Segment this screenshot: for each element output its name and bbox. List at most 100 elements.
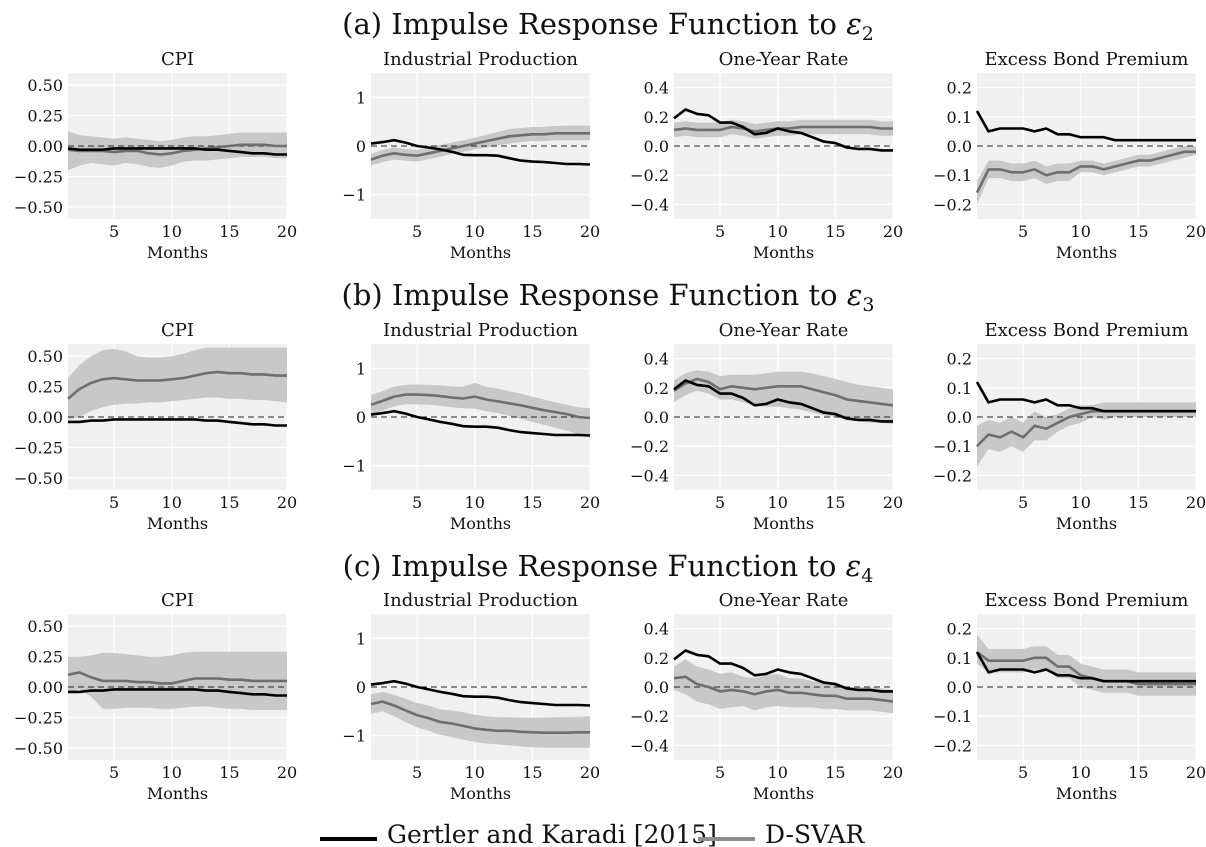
y-tick-label: 0 bbox=[356, 137, 366, 156]
gertler-karadi-line bbox=[975, 110, 1196, 142]
y-tick-label: 0.0 bbox=[947, 408, 972, 427]
panel: 5 10 15 20 0.4 0.2 0.0 −0.2 −0.4 One-Year Rate Mon… bbox=[630, 590, 903, 803]
x-tick-label: 20 bbox=[277, 493, 297, 512]
x-tick-label: 20 bbox=[580, 493, 600, 512]
row-title-symbol: ε bbox=[846, 7, 862, 41]
x-tick-label: 10 bbox=[465, 493, 485, 512]
panel: 5 10 15 20 0.50 0.25 0.00 −0.25 −0.50 CPI Months bbox=[14, 49, 297, 262]
x-tick-label: 20 bbox=[580, 222, 600, 241]
gertler-karadi-line bbox=[370, 409, 591, 437]
x-tick-label: 10 bbox=[768, 222, 788, 241]
x-axis-label: Months bbox=[753, 784, 814, 803]
x-tick-label: 5 bbox=[1018, 222, 1028, 241]
x-tick-label: 5 bbox=[715, 763, 725, 782]
row-title: (c) Impulse Response Function to ε4 bbox=[343, 549, 874, 587]
y-tick-label: 0.2 bbox=[947, 79, 972, 98]
y-tick-label: 0.2 bbox=[644, 379, 669, 398]
panel: 5 10 15 20 0.50 0.25 0.00 −0.25 −0.50 CPI Months bbox=[14, 590, 297, 803]
y-tick-label: 0.50 bbox=[27, 347, 63, 366]
x-tick-label: 20 bbox=[1186, 763, 1206, 782]
y-tick-label: 0 bbox=[356, 678, 366, 697]
panel-title: One-Year Rate bbox=[719, 49, 849, 70]
y-tick-label: −0.25 bbox=[14, 167, 63, 186]
dsvar-line bbox=[976, 650, 1196, 686]
x-tick-label: 5 bbox=[109, 493, 119, 512]
x-tick-label: 10 bbox=[162, 493, 182, 512]
x-axis-label: Months bbox=[147, 243, 208, 262]
row-title-text: (a) Impulse Response Function to bbox=[342, 7, 846, 41]
x-tick-label: 15 bbox=[522, 493, 542, 512]
y-tick-label: 0.2 bbox=[644, 108, 669, 127]
x-tick-label: 20 bbox=[277, 763, 297, 782]
gertler-karadi-line bbox=[68, 688, 287, 697]
gertler-karadi-line bbox=[975, 381, 1196, 413]
x-axis-label: Months bbox=[753, 514, 814, 533]
y-tick-label: −0.4 bbox=[630, 195, 669, 214]
panel-title: CPI bbox=[161, 320, 194, 341]
x-axis-label: Months bbox=[753, 243, 814, 262]
dsvar-line bbox=[370, 132, 590, 161]
x-tick-label: 20 bbox=[1186, 493, 1206, 512]
x-tick-label: 5 bbox=[412, 493, 422, 512]
dsvar-line bbox=[673, 675, 894, 703]
confidence-band bbox=[674, 659, 893, 714]
x-tick-label: 15 bbox=[219, 493, 239, 512]
y-tick-label: −0.1 bbox=[933, 166, 972, 185]
x-axis-label: Months bbox=[147, 514, 208, 533]
panel-title: One-Year Rate bbox=[719, 590, 849, 611]
gertler-karadi-line bbox=[673, 379, 893, 423]
dsvar-line bbox=[370, 393, 591, 420]
confidence-band bbox=[371, 691, 590, 748]
x-tick-label: 10 bbox=[465, 763, 485, 782]
y-tick-label: 0.0 bbox=[644, 408, 669, 427]
y-tick-label: −0.1 bbox=[933, 437, 972, 456]
row-titles: (a) Impulse Response Function to ε2(b) I… bbox=[342, 7, 875, 587]
x-axis-label: Months bbox=[450, 784, 511, 803]
x-tick-label: 5 bbox=[715, 222, 725, 241]
dsvar-line bbox=[67, 143, 287, 156]
row-title-text: (c) Impulse Response Function to bbox=[343, 549, 846, 583]
x-tick-label: 10 bbox=[1071, 763, 1091, 782]
confidence-band bbox=[68, 347, 287, 420]
x-tick-label: 15 bbox=[522, 222, 542, 241]
gertler-karadi-line bbox=[370, 679, 591, 707]
y-tick-label: 0.2 bbox=[947, 620, 972, 639]
y-tick-label: 0.00 bbox=[27, 678, 63, 697]
y-tick-label: 0.0 bbox=[644, 678, 669, 697]
y-tick-label: 0.1 bbox=[947, 108, 972, 127]
row-title-subscript: 2 bbox=[862, 23, 874, 45]
panel-title: Excess Bond Premium bbox=[985, 590, 1189, 611]
x-tick-label: 15 bbox=[825, 763, 845, 782]
dsvar-line bbox=[67, 671, 287, 685]
dsvar-line bbox=[975, 150, 1196, 194]
y-tick-label: 0.0 bbox=[947, 678, 972, 697]
x-tick-label: 15 bbox=[825, 222, 845, 241]
panel-title: Industrial Production bbox=[383, 320, 578, 341]
x-tick-label: 10 bbox=[1071, 222, 1091, 241]
y-tick-label: 0.25 bbox=[27, 648, 63, 667]
gertler-karadi-line bbox=[67, 147, 287, 156]
row-title: (a) Impulse Response Function to ε2 bbox=[342, 7, 874, 45]
row-title: (b) Impulse Response Function to ε3 bbox=[342, 278, 875, 316]
legend-label-dsvar: D-SVAR bbox=[765, 820, 865, 847]
y-tick-label: −0.50 bbox=[14, 469, 63, 488]
panel-title: Industrial Production bbox=[383, 590, 578, 611]
x-axis-label: Months bbox=[450, 243, 511, 262]
row-title-subscript: 4 bbox=[861, 565, 873, 587]
y-tick-label: −0.50 bbox=[14, 739, 63, 758]
y-tick-label: 0.50 bbox=[27, 76, 63, 95]
y-tick-label: −0.2 bbox=[933, 466, 972, 485]
y-tick-label: 0 bbox=[356, 408, 366, 427]
y-tick-label: 0.00 bbox=[27, 137, 63, 156]
x-tick-label: 20 bbox=[580, 763, 600, 782]
x-tick-label: 10 bbox=[162, 763, 182, 782]
y-tick-label: −0.25 bbox=[14, 708, 63, 727]
y-tick-label: 0.4 bbox=[644, 350, 669, 369]
row-title-symbol: ε bbox=[846, 549, 862, 583]
panel-title: Excess Bond Premium bbox=[985, 320, 1189, 341]
y-tick-label: −0.50 bbox=[14, 198, 63, 217]
